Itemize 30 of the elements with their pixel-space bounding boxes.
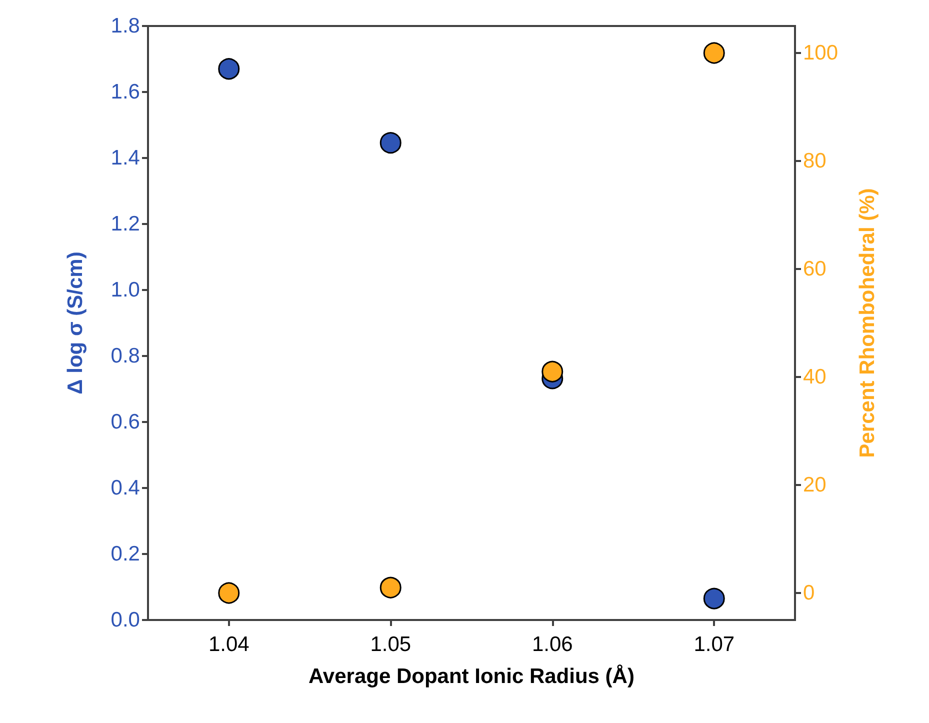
point bbox=[218, 582, 240, 604]
y-tick-label: 0.6 bbox=[110, 410, 140, 434]
point bbox=[542, 360, 564, 382]
y2-tick-label: 80 bbox=[803, 150, 826, 172]
x-tick-label: 1.07 bbox=[694, 633, 735, 656]
y-tick-label: 0.2 bbox=[110, 542, 140, 566]
y-axis-title: Δ log σ (S/cm) bbox=[64, 252, 87, 394]
y2-tick-label: 60 bbox=[803, 258, 826, 280]
y-tick-label: 1.4 bbox=[110, 146, 140, 170]
point bbox=[703, 588, 725, 610]
x-tick-label: 1.06 bbox=[532, 633, 573, 656]
point bbox=[703, 42, 725, 64]
y-tick-label: 0.8 bbox=[110, 344, 140, 368]
y2-tick-label: 0 bbox=[803, 582, 815, 604]
point bbox=[380, 132, 402, 154]
point bbox=[380, 576, 402, 598]
y-tick-label: 1.8 bbox=[110, 14, 140, 38]
x-tick-label: 1.05 bbox=[370, 633, 412, 656]
y-tick-label: 1.6 bbox=[110, 80, 140, 104]
y2-tick-label: 20 bbox=[803, 474, 826, 496]
y-tick-label: 0.4 bbox=[110, 476, 140, 500]
x-axis-title: Average Dopant Ionic Radius (Å) bbox=[308, 664, 634, 688]
y2-axis-title: Percent Rhombohedral (%) bbox=[856, 188, 879, 458]
y-tick-label: 0.0 bbox=[110, 608, 140, 632]
point bbox=[218, 58, 240, 80]
y2-tick-label: 40 bbox=[803, 366, 826, 388]
y2-tick-label: 100 bbox=[803, 42, 838, 64]
y-tick-label: 1.2 bbox=[110, 212, 140, 236]
x-tick-label: 1.04 bbox=[208, 633, 250, 656]
y-tick-label: 1.0 bbox=[110, 278, 140, 302]
